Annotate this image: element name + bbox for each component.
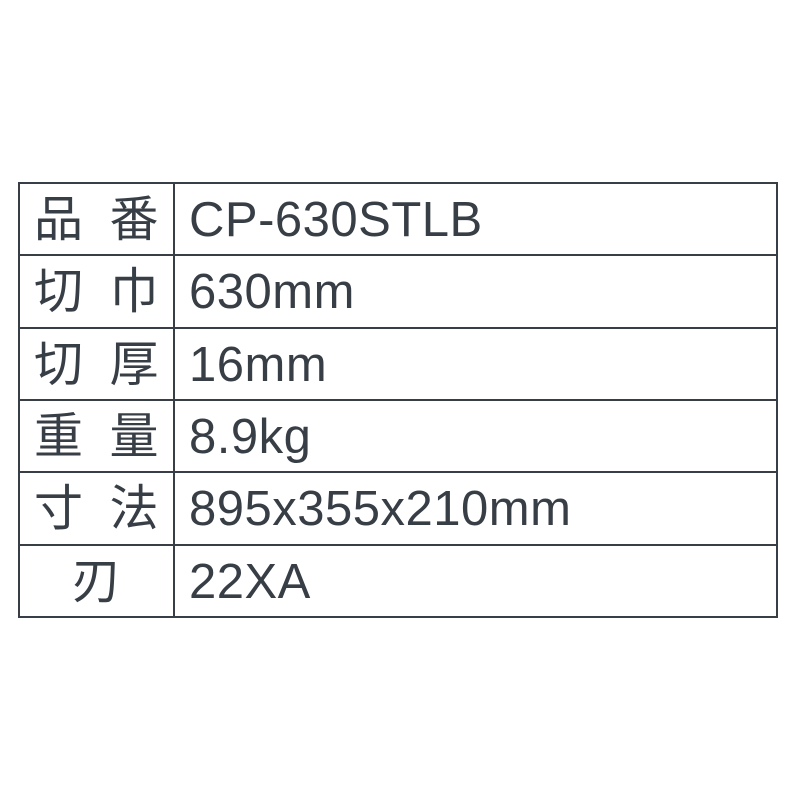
table-row: 重量 8.9kg (19, 400, 777, 472)
row-label: 寸法 (19, 472, 174, 544)
row-value: 630mm (174, 255, 777, 327)
row-value: 16mm (174, 328, 777, 400)
table-row: 品番 CP-630STLB (19, 183, 777, 255)
table-row: 切巾 630mm (19, 255, 777, 327)
table-row: 刃 22XA (19, 545, 777, 617)
table-row: 寸法 895x355x210mm (19, 472, 777, 544)
row-label: 切厚 (19, 328, 174, 400)
row-value: 8.9kg (174, 400, 777, 472)
row-value: 895x355x210mm (174, 472, 777, 544)
row-label: 切巾 (19, 255, 174, 327)
table-row: 切厚 16mm (19, 328, 777, 400)
row-label: 品番 (19, 183, 174, 255)
row-value: 22XA (174, 545, 777, 617)
row-label: 重量 (19, 400, 174, 472)
row-value: CP-630STLB (174, 183, 777, 255)
row-label: 刃 (19, 545, 174, 617)
spec-table: 品番 CP-630STLB 切巾 630mm 切厚 16mm 重量 8.9kg … (18, 182, 778, 618)
